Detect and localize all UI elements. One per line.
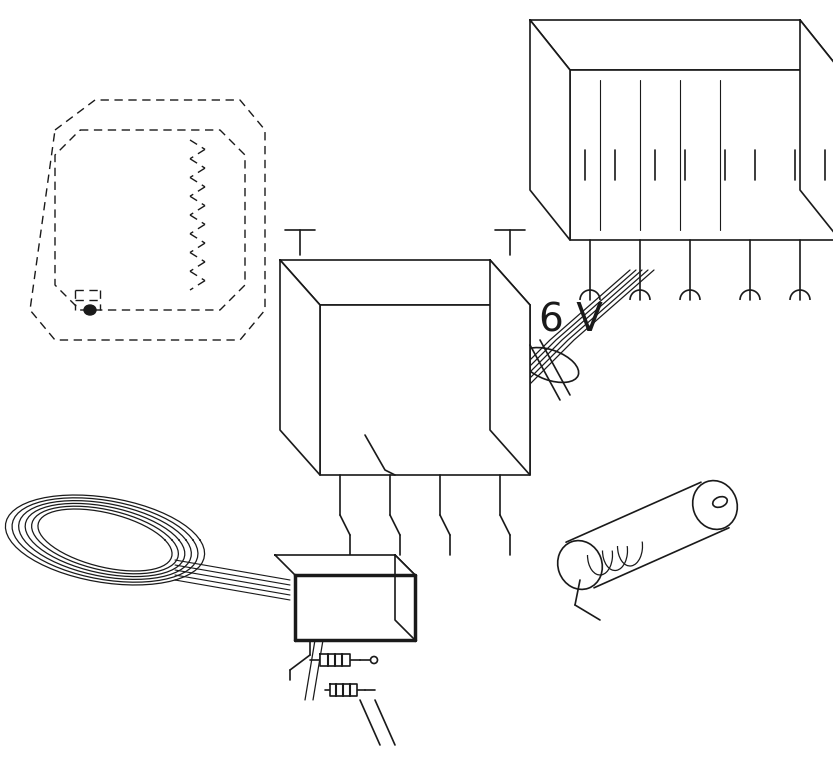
Polygon shape xyxy=(490,260,530,475)
Ellipse shape xyxy=(369,616,391,634)
Polygon shape xyxy=(530,20,570,240)
Polygon shape xyxy=(320,305,530,475)
Polygon shape xyxy=(800,20,833,240)
Polygon shape xyxy=(330,684,357,696)
Polygon shape xyxy=(320,654,350,666)
Text: 6 V: 6 V xyxy=(539,302,602,340)
Ellipse shape xyxy=(84,305,96,315)
Polygon shape xyxy=(570,70,833,240)
Polygon shape xyxy=(280,260,530,305)
Polygon shape xyxy=(275,555,415,575)
Polygon shape xyxy=(295,575,415,640)
Polygon shape xyxy=(530,20,833,70)
Polygon shape xyxy=(395,555,415,640)
Polygon shape xyxy=(280,260,320,475)
